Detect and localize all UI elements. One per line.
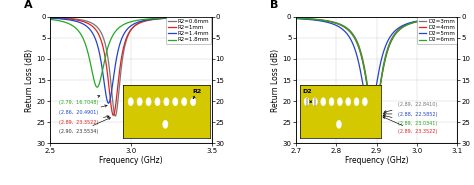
R2=1mm — [115, 85, 120, 88]
Text: (2.89,  23.0341): (2.89, 23.0341) — [383, 115, 437, 126]
R2=1.8mm — [115, 28, 120, 30]
R2=1.4mm — [164, 17, 170, 19]
R2=1.4mm — [196, 16, 201, 18]
R2=0.6mm — [196, 16, 201, 18]
Text: B: B — [270, 0, 278, 10]
Line: D2=6mm: D2=6mm — [296, 18, 457, 114]
R2=1.4mm — [204, 16, 210, 18]
D2=6mm — [455, 17, 460, 19]
R2=0.6mm — [124, 38, 129, 41]
Text: (2.79,  16.7048): (2.79, 16.7048) — [59, 95, 100, 105]
R2=1.4mm — [106, 102, 111, 104]
D2=5mm — [450, 17, 456, 19]
D2=4mm — [455, 17, 460, 19]
R2=1mm — [204, 16, 210, 18]
R2=1.4mm — [124, 29, 129, 31]
D2=4mm — [371, 114, 376, 116]
Line: R2=1.4mm: R2=1.4mm — [50, 17, 211, 103]
Text: (2.86,  20.4901): (2.86, 20.4901) — [59, 105, 107, 115]
D2=3mm — [410, 21, 416, 23]
X-axis label: Frequency (GHz): Frequency (GHz) — [99, 156, 163, 165]
D2=3mm — [361, 62, 366, 64]
D2=3mm — [442, 17, 447, 20]
D2=6mm — [362, 71, 368, 73]
R2=1.8mm — [47, 18, 53, 20]
R2=1mm — [164, 17, 170, 19]
D2=4mm — [361, 65, 366, 67]
R2=1.8mm — [164, 17, 170, 19]
D2=3mm — [362, 69, 368, 71]
D2=5mm — [293, 17, 299, 20]
D2=5mm — [361, 88, 366, 90]
D2=5mm — [410, 21, 416, 23]
Text: (2.89,  23.3522): (2.89, 23.3522) — [59, 116, 109, 125]
X-axis label: Frequency (GHz): Frequency (GHz) — [345, 156, 408, 165]
D2=3mm — [370, 111, 375, 113]
R2=0.6mm — [209, 16, 214, 18]
Text: (2.88,  22.5852): (2.88, 22.5852) — [383, 112, 437, 117]
D2=5mm — [455, 17, 460, 19]
R2=1.8mm — [124, 22, 129, 24]
D2=3mm — [293, 17, 299, 19]
Text: (2.89,  22.8410): (2.89, 22.8410) — [384, 102, 437, 113]
D2=6mm — [361, 64, 366, 66]
D2=6mm — [293, 17, 299, 19]
D2=4mm — [293, 17, 299, 19]
R2=0.6mm — [112, 115, 118, 117]
R2=1.8mm — [209, 16, 214, 18]
R2=1.4mm — [209, 16, 214, 18]
D2=4mm — [442, 18, 447, 20]
Line: D2=4mm: D2=4mm — [296, 18, 457, 115]
Y-axis label: Return Loss (dB): Return Loss (dB) — [25, 48, 34, 112]
D2=5mm — [370, 104, 375, 107]
R2=1mm — [116, 74, 122, 76]
R2=1.8mm — [196, 16, 201, 18]
R2=1mm — [47, 17, 53, 19]
R2=1.4mm — [115, 51, 120, 53]
R2=1.8mm — [204, 16, 210, 18]
R2=1mm — [196, 16, 201, 18]
D2=5mm — [442, 17, 447, 20]
D2=4mm — [450, 17, 456, 19]
D2=3mm — [450, 17, 456, 19]
R2=1.8mm — [94, 86, 100, 88]
R2=1.8mm — [116, 26, 122, 29]
Y-axis label: Return Loss (dB): Return Loss (dB) — [271, 48, 280, 112]
R2=0.6mm — [47, 16, 53, 19]
D2=5mm — [362, 95, 368, 97]
D2=3mm — [371, 112, 376, 114]
R2=1.4mm — [116, 46, 122, 48]
Text: (2.89,  23.3522): (2.89, 23.3522) — [383, 117, 437, 134]
Line: R2=1mm: R2=1mm — [50, 17, 211, 115]
R2=1mm — [124, 36, 129, 38]
Line: D2=5mm: D2=5mm — [296, 18, 457, 112]
Line: D2=3mm: D2=3mm — [296, 18, 457, 113]
D2=6mm — [442, 17, 447, 20]
Legend: R2=0.6mm, R2=1mm, R2=1.4mm, R2=1.8mm: R2=0.6mm, R2=1mm, R2=1.4mm, R2=1.8mm — [166, 18, 211, 44]
Text: (2.90,  23.5534): (2.90, 23.5534) — [59, 118, 110, 134]
R2=0.6mm — [204, 16, 210, 18]
R2=1mm — [110, 114, 116, 116]
R2=0.6mm — [116, 88, 122, 90]
Text: A: A — [24, 0, 33, 10]
D2=6mm — [450, 17, 456, 19]
D2=3mm — [455, 17, 460, 19]
D2=5mm — [367, 111, 373, 113]
D2=6mm — [371, 113, 376, 115]
Line: R2=0.6mm: R2=0.6mm — [50, 17, 211, 116]
D2=6mm — [410, 21, 416, 24]
R2=1mm — [209, 16, 214, 18]
Legend: D2=3mm, D2=4mm, D2=5mm, D2=6mm: D2=3mm, D2=4mm, D2=5mm, D2=6mm — [417, 18, 456, 44]
R2=0.6mm — [115, 101, 120, 103]
D2=6mm — [370, 112, 375, 114]
R2=1.4mm — [47, 17, 53, 19]
D2=4mm — [362, 72, 368, 74]
R2=0.6mm — [164, 17, 170, 19]
Line: R2=1.8mm: R2=1.8mm — [50, 17, 211, 87]
D2=4mm — [410, 22, 416, 24]
D2=4mm — [370, 113, 375, 115]
